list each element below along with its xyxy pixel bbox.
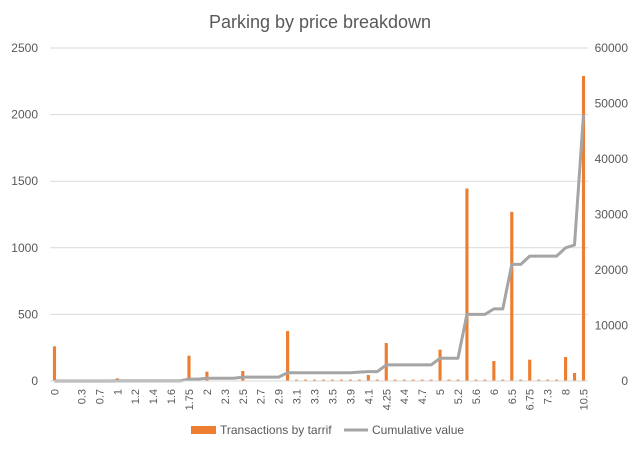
right-axis: 0 10000 20000 30000 40000 50000 60000: [595, 41, 629, 388]
bar: [456, 379, 460, 381]
chart-title: Parking by price breakdown: [209, 12, 431, 32]
x-axis-tick-label: 2.5: [238, 389, 250, 404]
left-axis-tick-label: 2500: [11, 41, 38, 55]
bar: [510, 211, 514, 381]
bar: [330, 379, 335, 381]
bar: [402, 379, 406, 381]
bar: [564, 357, 568, 381]
legend-label-bars: Transactions by tarrif: [220, 423, 332, 437]
bar: [205, 371, 209, 381]
bar: [429, 379, 433, 381]
left-axis: 0 500 1000 1500 2000 2500: [11, 41, 38, 388]
x-axis: 0 0.3 0.7 1 1.2 1.4 1.6 1.75 2 2.3 2.5 2.7 2.9 3.1 3.3…: [49, 380, 591, 410]
x-axis-tick-label: 7.3: [543, 389, 555, 404]
x-axis-tick-label: 6.75: [525, 389, 537, 410]
bar: [420, 379, 424, 381]
bar: [339, 379, 343, 381]
bar: [295, 379, 299, 381]
x-axis-tick-label: 3.3: [310, 389, 322, 404]
legend-swatch-bars: [191, 426, 216, 434]
bar: [286, 331, 290, 381]
left-axis-tick-label: 0: [31, 374, 38, 388]
right-axis-tick-label: 0: [621, 374, 628, 388]
bar: [555, 379, 559, 381]
right-axis-tick-label: 40000: [595, 152, 629, 166]
bar: [357, 379, 361, 381]
x-axis-tick-label: 0.3: [76, 389, 88, 404]
x-axis-tick-label: 6: [489, 389, 501, 395]
bar: [465, 188, 469, 381]
left-axis-tick-label: 1000: [11, 241, 38, 255]
bar: [537, 379, 541, 381]
bar: [492, 361, 496, 381]
bar: [483, 379, 487, 381]
x-axis-tick-label: 5: [435, 389, 447, 395]
bar: [348, 379, 352, 381]
x-axis-tick-label: 4.25: [381, 389, 393, 410]
bar: [411, 379, 415, 381]
x-axis-tick-label: 0: [49, 389, 61, 395]
x-axis-tick-label: 8: [561, 389, 573, 395]
x-axis-tick-label: 1: [112, 389, 124, 395]
left-axis-tick-label: 2000: [11, 108, 38, 122]
x-axis-tick-label: 3.1: [292, 389, 304, 404]
legend-label-line: Cumulative value: [372, 423, 464, 437]
x-axis-tick-label: 2.7: [256, 389, 268, 404]
x-axis-tick-label: 5.6: [471, 389, 483, 404]
bar: [366, 375, 370, 381]
bar: [528, 359, 532, 381]
x-axis-tick-label: 3.9: [345, 389, 357, 404]
bar: [375, 379, 379, 381]
bar: [581, 75, 586, 382]
x-axis-tick-label: 1.2: [130, 389, 142, 404]
x-axis-tick-label: 0.7: [94, 389, 106, 404]
right-axis-tick-label: 10000: [595, 319, 629, 333]
bar: [501, 379, 505, 381]
bar-series: [52, 75, 586, 382]
x-axis-tick-label: 3.5: [327, 389, 339, 404]
right-axis-tick-label: 30000: [595, 208, 629, 222]
x-axis-tick-label: 2.3: [220, 389, 232, 404]
right-axis-tick-label: 60000: [595, 41, 629, 55]
x-axis-tick-label: 6.5: [507, 389, 519, 404]
bar: [474, 379, 478, 381]
x-axis-tick-label: 2: [202, 389, 214, 395]
right-axis-tick-label: 50000: [595, 97, 629, 111]
x-axis-tick-label: 2.9: [274, 389, 286, 404]
right-axis-tick-label: 20000: [595, 263, 629, 277]
gridlines: [50, 47, 588, 382]
bar: [393, 379, 397, 381]
x-axis-tick-label: 4.4: [399, 389, 411, 404]
left-axis-tick-label: 1500: [11, 174, 38, 188]
bar: [519, 379, 523, 381]
bar: [187, 355, 191, 381]
bar: [312, 379, 317, 381]
left-axis-tick-label: 500: [18, 307, 38, 321]
bar: [572, 373, 577, 381]
bar: [52, 346, 57, 381]
x-axis-tick-label: 1.6: [166, 389, 178, 404]
x-axis-tick-label: 4.7: [417, 389, 429, 404]
bar: [546, 379, 550, 381]
x-axis-tick-label: 10.5: [579, 389, 591, 410]
legend: Transactions by tarrif Cumulative value: [191, 423, 464, 437]
x-axis-tick-label: 1.75: [184, 389, 196, 410]
bar: [447, 379, 451, 381]
bar: [303, 379, 308, 381]
bar: [384, 343, 388, 381]
x-axis-tick-label: 1.4: [148, 389, 160, 404]
x-axis-tick-label: 4.1: [363, 389, 375, 404]
x-axis-tick-label: 5.2: [453, 389, 465, 404]
bar: [438, 349, 442, 381]
bar: [321, 379, 326, 381]
